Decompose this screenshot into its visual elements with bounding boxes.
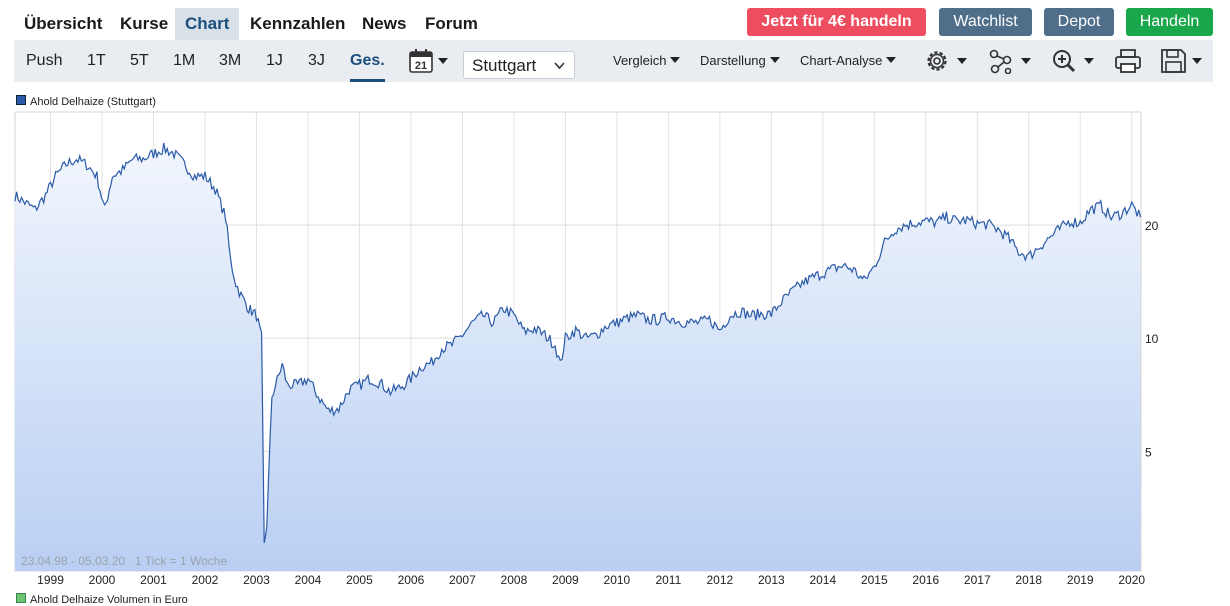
period-push[interactable]: Push	[26, 52, 63, 69]
tick-interval-label: 1 Tick = 1 Woche	[135, 554, 227, 568]
x-tick-label: 2005	[346, 573, 373, 587]
price-area	[15, 142, 1141, 572]
chart-toolbar: Push 1T 5T 1M 3M 1J 3J Ges. 21 Stuttgart…	[14, 40, 1213, 82]
depot-button[interactable]: Depot	[1044, 8, 1114, 36]
y-tick-label: 10	[1145, 332, 1159, 346]
period-1j[interactable]: 1J	[266, 52, 283, 69]
vergleich-dropdown[interactable]: Vergleich	[613, 40, 681, 82]
x-tick-label: 2016	[912, 573, 939, 587]
tab-forum[interactable]: Forum	[425, 14, 478, 33]
tab-uebersicht[interactable]: Übersicht	[24, 14, 103, 33]
exchange-value: Stuttgart	[472, 56, 537, 75]
chart-analyse-label: Chart-Analyse	[800, 53, 883, 68]
x-tick-label: 2010	[604, 573, 631, 587]
top-navigation: Übersicht Kurse Chart Kennzahlen News Fo…	[14, 8, 1213, 47]
x-tick-label: 2004	[295, 573, 322, 587]
print-icon[interactable]	[1114, 48, 1144, 74]
tab-kennzahlen[interactable]: Kennzahlen	[250, 14, 346, 33]
x-tick-label: 2013	[758, 573, 785, 587]
calendar-day: 21	[415, 60, 427, 72]
caret-down-icon	[670, 57, 681, 63]
x-tick-label: 2000	[89, 573, 116, 587]
handeln-button[interactable]: Handeln	[1126, 8, 1213, 36]
x-tick-label: 2019	[1067, 573, 1094, 587]
chart-legend: Ahold Delhaize (Stuttgart)	[16, 95, 156, 108]
tab-chart[interactable]: Chart	[175, 8, 240, 47]
x-tick-label: 2020	[1118, 573, 1145, 587]
price-line	[14, 142, 1142, 544]
darstellung-label: Darstellung	[700, 53, 766, 68]
x-tick-label: 1999	[37, 573, 64, 587]
x-tick-label: 2012	[706, 573, 733, 587]
vergleich-label: Vergleich	[613, 53, 667, 68]
y-tick-label: 20	[1145, 219, 1159, 233]
plot-area	[14, 111, 1142, 572]
x-tick-label: 2014	[809, 573, 836, 587]
trade-button[interactable]: Jetzt für 4€ handeln	[747, 8, 926, 36]
chart-analyse-dropdown[interactable]: Chart-Analyse	[800, 40, 897, 82]
x-tick-label: 2011	[655, 573, 681, 587]
zoom-icon[interactable]	[1050, 48, 1098, 74]
x-tick-label: 2002	[192, 573, 219, 587]
caret-down-icon	[769, 57, 780, 63]
x-tick-label: 2015	[861, 573, 888, 587]
save-icon[interactable]	[1160, 48, 1208, 74]
x-tick-label: 2008	[501, 573, 528, 587]
date-range-label: 23.04.98 - 05.03.20	[21, 554, 125, 568]
chevron-down-icon	[554, 62, 565, 70]
volume-legend: Ahold Delhaize Volumen in Euro	[16, 593, 188, 606]
period-ges[interactable]: Ges.	[350, 40, 385, 82]
volume-series-name: Ahold Delhaize Volumen in Euro	[30, 594, 188, 606]
x-tick-label: 2006	[398, 573, 425, 587]
calendar-icon[interactable]: 21	[408, 48, 452, 74]
x-tick-label: 2017	[964, 573, 991, 587]
indicators-icon[interactable]	[987, 48, 1035, 75]
x-tick-label: 2007	[449, 573, 476, 587]
exchange-select[interactable]: Stuttgart	[463, 51, 575, 79]
period-3m[interactable]: 3M	[219, 52, 242, 69]
watchlist-button[interactable]: Watchlist	[939, 8, 1032, 36]
y-tick-label: 5	[1145, 445, 1152, 459]
gear-icon[interactable]	[923, 48, 971, 74]
x-tick-label: 2003	[243, 573, 270, 587]
darstellung-dropdown[interactable]: Darstellung	[700, 40, 780, 82]
series-name: Ahold Delhaize (Stuttgart)	[30, 96, 156, 108]
caret-down-icon	[886, 57, 897, 63]
x-tick-label: 2018	[1015, 573, 1042, 587]
x-tick-label: 2009	[552, 573, 579, 587]
series-swatch	[16, 95, 26, 105]
period-5t[interactable]: 5T	[130, 52, 149, 69]
tab-news[interactable]: News	[362, 14, 407, 33]
tab-kurse[interactable]: Kurse	[120, 14, 169, 33]
volume-swatch	[16, 593, 26, 603]
period-1t[interactable]: 1T	[87, 52, 106, 69]
period-1m[interactable]: 1M	[173, 52, 196, 69]
period-3j[interactable]: 3J	[308, 52, 325, 69]
x-tick-label: 2001	[140, 573, 167, 587]
